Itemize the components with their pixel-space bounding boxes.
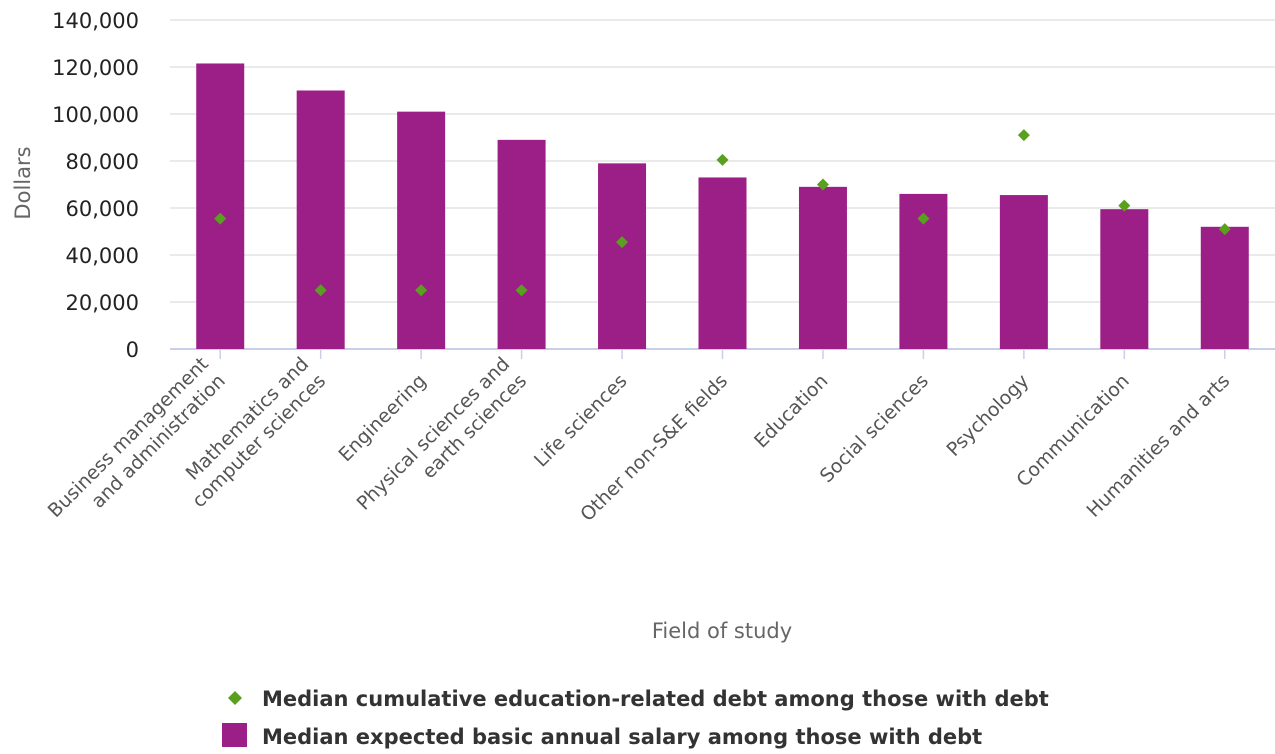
- x-tick-label: Social sciences: [816, 370, 933, 487]
- x-axis-ticks: Business managementand administrationMat…: [44, 349, 1234, 532]
- bar: [1200, 226, 1249, 349]
- legend-salary-marker: [222, 723, 247, 747]
- debt-point: [314, 284, 327, 297]
- debt-point: [1218, 223, 1231, 236]
- legend-debt-marker: [228, 691, 242, 705]
- x-axis-title: Field of study: [652, 619, 792, 643]
- bar: [1100, 209, 1149, 349]
- legend: Median cumulative education-related debt…: [222, 687, 1049, 749]
- debt-point: [515, 284, 528, 297]
- debt-point: [1017, 129, 1030, 142]
- x-tick-label: Education: [750, 370, 832, 452]
- point-series: [214, 129, 1231, 297]
- bar: [196, 63, 245, 349]
- bar: [296, 90, 345, 349]
- debt-point: [917, 212, 930, 225]
- debt-point: [616, 236, 629, 249]
- y-tick-label: 40,000: [66, 244, 139, 268]
- y-tick-label: 80,000: [66, 150, 139, 174]
- x-tick-label: Physical sciences andearth sciences: [353, 353, 532, 532]
- bar: [798, 186, 847, 349]
- debt-point: [1118, 199, 1131, 212]
- debt-point: [415, 284, 428, 297]
- bar: [397, 111, 446, 350]
- y-tick-label: 20,000: [66, 291, 139, 315]
- bar: [999, 195, 1048, 349]
- debt-point: [816, 178, 829, 191]
- y-axis-title: Dollars: [11, 146, 35, 219]
- y-tick-label: 120,000: [52, 56, 139, 80]
- y-axis-ticks: 0 20,000 40,000 60,000 80,000 100,000 120,000 1…: [52, 9, 139, 362]
- debt-point: [214, 212, 227, 225]
- bar-series: [196, 63, 1249, 350]
- legend-salary-label: Median expected basic annual salary amon…: [262, 725, 982, 749]
- legend-debt-label: Median cumulative education-related debt…: [262, 687, 1049, 711]
- y-tick-label: 0: [126, 338, 139, 362]
- x-tick-label: Life sciences: [530, 370, 632, 472]
- y-tick-label: 100,000: [52, 103, 139, 127]
- y-tick-label: 140,000: [52, 9, 139, 33]
- y-tick-label: 60,000: [66, 197, 139, 221]
- x-tick-label: Psychology: [942, 370, 1033, 461]
- bar: [698, 177, 747, 349]
- bar: [598, 163, 647, 349]
- debt-point: [716, 153, 729, 166]
- bar: [497, 139, 546, 349]
